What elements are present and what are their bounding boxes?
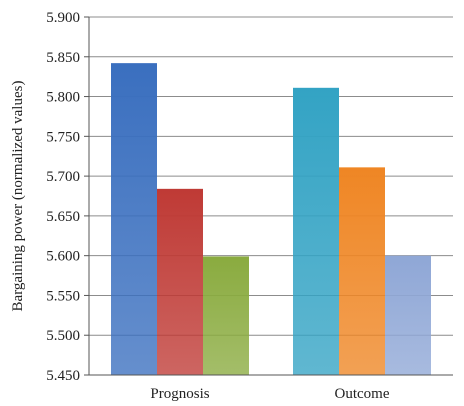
bars bbox=[111, 63, 431, 376]
y-axis-title: Bargaining power (normalized values) bbox=[10, 81, 26, 312]
bar-prognosis-2 bbox=[157, 188, 203, 375]
y-tick-label: 5.450 bbox=[46, 368, 80, 384]
bar-outcome-2 bbox=[339, 167, 385, 375]
y-tick-label: 5.850 bbox=[46, 50, 80, 66]
bar-outcome-3 bbox=[385, 255, 431, 375]
y-tick-label: 5.500 bbox=[46, 328, 80, 344]
x-category-labels: Prognosis Outcome bbox=[150, 386, 389, 402]
y-tick-label: 5.900 bbox=[46, 10, 80, 26]
y-tick-label: 5.700 bbox=[46, 169, 80, 185]
y-tick-labels: 5.450 5.500 5.550 5.600 5.650 5.700 5.750 5.800… bbox=[46, 10, 80, 384]
y-tick-label: 5.800 bbox=[46, 90, 80, 106]
x-category-label: Outcome bbox=[335, 386, 390, 402]
bar-prognosis-3 bbox=[203, 256, 249, 375]
x-category-label: Prognosis bbox=[150, 386, 209, 402]
y-tick-label: 5.550 bbox=[46, 288, 80, 304]
y-tick-label: 5.650 bbox=[46, 209, 80, 225]
bar-outcome-1 bbox=[293, 87, 339, 375]
axes bbox=[88, 17, 453, 376]
y-tick-label: 5.750 bbox=[46, 129, 80, 145]
y-tick-label: 5.600 bbox=[46, 249, 80, 265]
bar-prognosis-1 bbox=[111, 63, 157, 376]
